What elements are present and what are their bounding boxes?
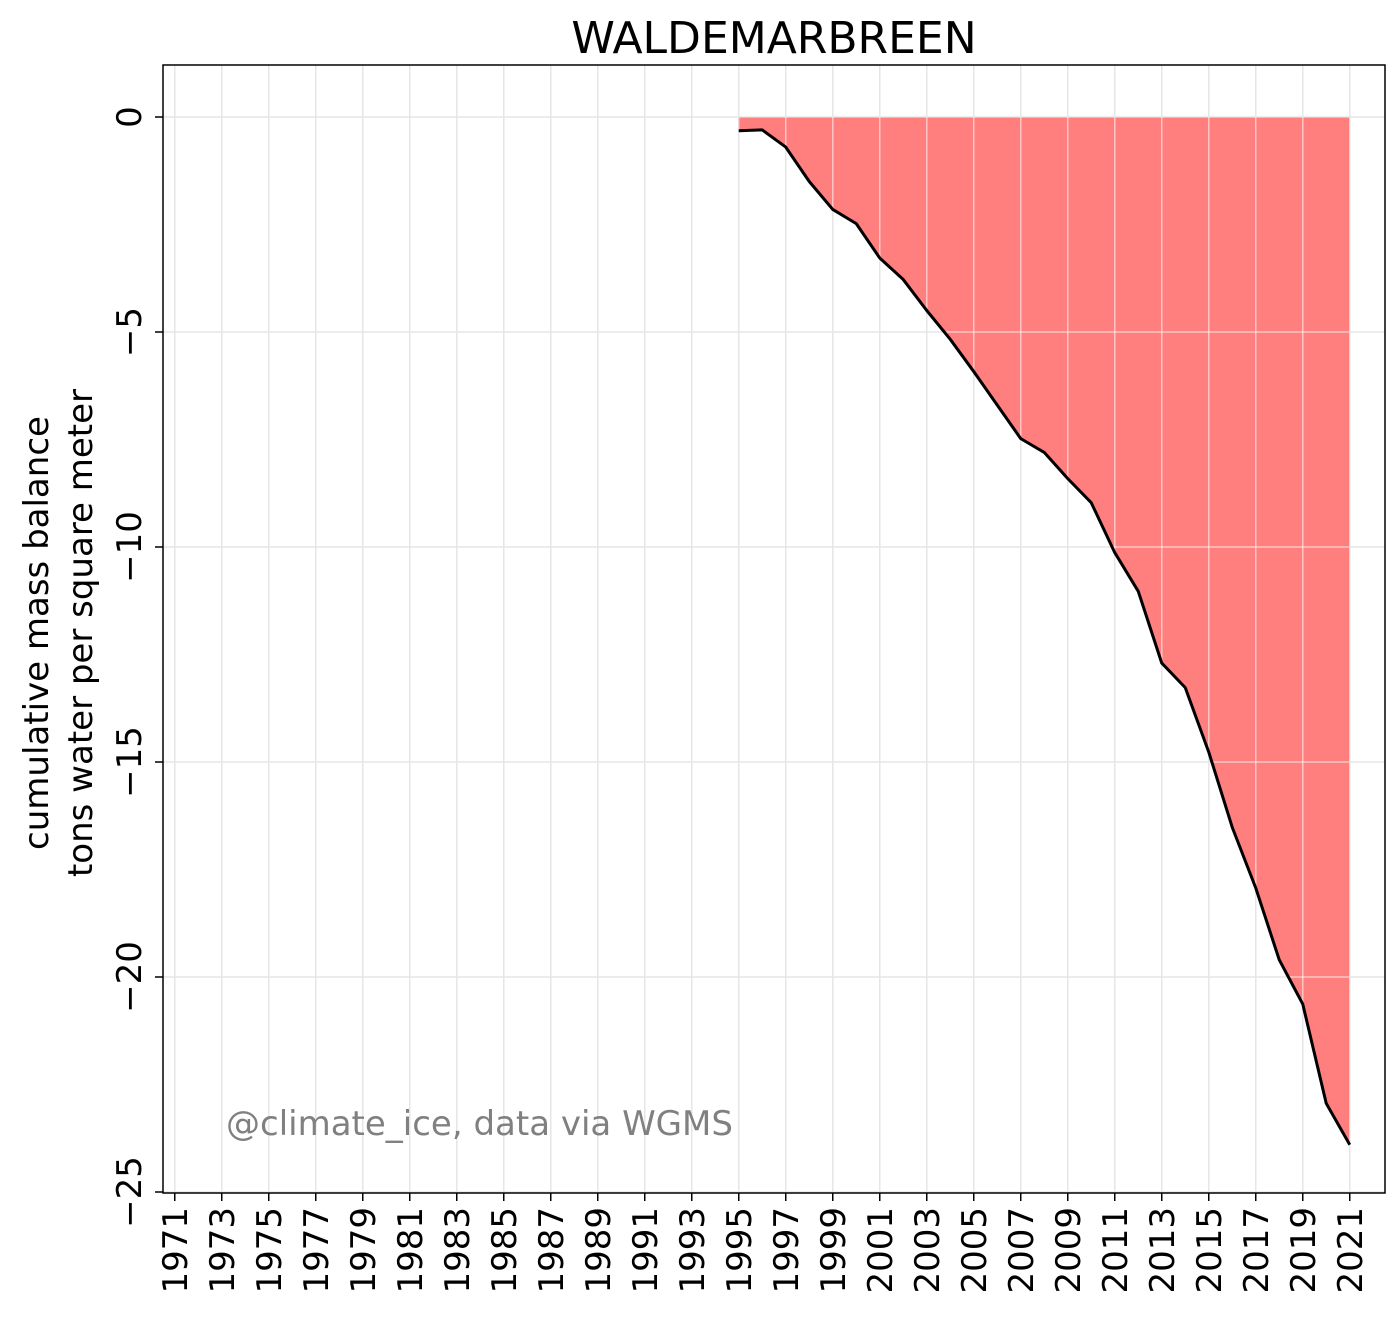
x-tick-label: 1989 (579, 1207, 619, 1294)
y-tick-label: 0 (110, 106, 150, 128)
mass-balance-fill (738, 117, 1350, 1145)
x-tick-label: 1993 (673, 1207, 713, 1294)
x-tick-label: 1973 (203, 1207, 243, 1294)
x-tick-label: 2017 (1237, 1207, 1277, 1294)
line-layer (738, 128, 1352, 1146)
x-tick-label: 1999 (814, 1207, 854, 1294)
credit-annotation: @climate_ice, data via WGMS (226, 1104, 733, 1144)
y-tick-label: −25 (110, 1156, 150, 1228)
y-tick-label: −15 (110, 726, 150, 798)
y-axis-label-line-1: cumulative mass balance (17, 416, 57, 850)
chart-title: WALDEMARBREEN (571, 13, 976, 64)
fill-layer (738, 117, 1350, 1145)
x-tick-label: 1985 (485, 1207, 525, 1294)
x-tick-label: 1981 (391, 1207, 431, 1294)
x-tick-label: 2005 (955, 1207, 995, 1294)
y-tick-label: −20 (110, 941, 150, 1013)
x-tick-label: 2021 (1331, 1207, 1371, 1294)
x-tick-label: 2003 (908, 1207, 948, 1294)
x-tick-label: 1995 (720, 1207, 760, 1294)
x-tick-label: 1975 (250, 1207, 290, 1294)
x-tick-label: 2009 (1049, 1207, 1089, 1294)
x-tick-label: 2019 (1284, 1207, 1324, 1294)
y-tick-label: −10 (110, 511, 150, 583)
x-tick-label: 2015 (1190, 1207, 1230, 1294)
y-tick-label: −5 (110, 307, 150, 357)
x-tick-label: 1977 (297, 1207, 337, 1294)
x-tick-label: 1997 (767, 1207, 807, 1294)
x-axis: 1971 1973 1975 1977 1979 1981 1983 1985 1987 1989… (156, 1193, 1371, 1294)
x-tick-label: 1987 (532, 1207, 572, 1294)
x-tick-label: 1979 (344, 1207, 384, 1294)
x-tick-label: 1983 (438, 1207, 478, 1294)
x-tick-label: 2001 (861, 1207, 901, 1294)
plot-frame (162, 64, 1386, 1194)
y-axis-label-line-2: tons water per square meter (61, 389, 101, 877)
y-axis: 0 −5 −10 −15 −20 −25 (110, 106, 163, 1228)
x-tick-label: 1991 (626, 1207, 666, 1294)
x-tick-label: 2007 (1002, 1207, 1042, 1294)
x-tick-label: 2013 (1143, 1207, 1183, 1294)
x-tick-label: 1971 (156, 1207, 196, 1294)
x-tick-label: 2011 (1096, 1207, 1136, 1294)
